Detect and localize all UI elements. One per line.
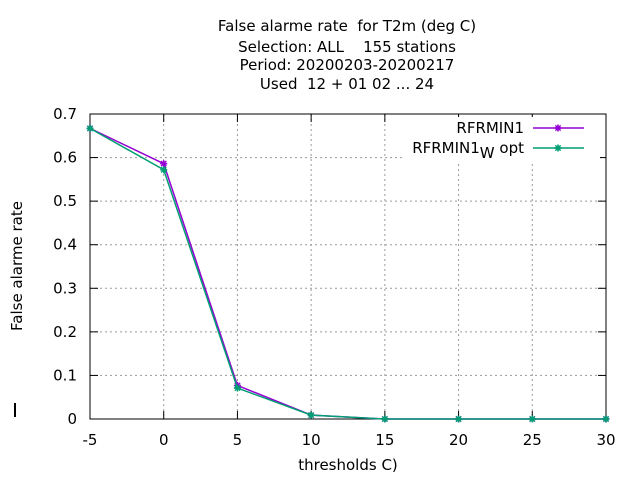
y-tick-label: 0.4: [53, 236, 77, 254]
title-line-4: Used 12 + 01 02 ... 24: [259, 75, 435, 93]
data-point-series-2: [160, 166, 167, 173]
y-tick-label: 0.2: [53, 323, 77, 341]
y-tick-label: 0: [67, 410, 77, 428]
y-tick-label: 0.6: [53, 149, 77, 167]
plot-border: [89, 113, 607, 420]
legend-marker-2: [554, 144, 562, 152]
data-point-series-2: [455, 415, 462, 423]
x-tick-label: 20: [449, 431, 468, 449]
data-point-series-2: [529, 415, 536, 423]
legend-background: [404, 117, 600, 161]
data-point-series-2: [381, 415, 388, 423]
y-tick-label: 0.5: [53, 192, 77, 210]
data-point-series-2: [308, 411, 315, 419]
x-tick-label: 10: [302, 431, 321, 449]
x-tick-label: -5: [83, 431, 98, 449]
data-point-series-1: [160, 160, 167, 167]
series-line-1: [89, 127, 606, 420]
x-tick-label: 5: [233, 431, 243, 449]
y-tick-label: 0.3: [53, 279, 77, 297]
title-line-3: Period: 20200203-20200217: [239, 56, 455, 74]
data-point-series-2: [602, 415, 610, 423]
x-tick-label: 25: [523, 431, 542, 449]
title-line-1: False alarme rate for T2m (deg C): [217, 17, 477, 35]
axis-marker: [14, 403, 16, 417]
x-axis-label: thresholds C): [298, 456, 398, 474]
legend-label-1: RFRMIN1: [456, 119, 524, 137]
data-point-series-2: [234, 384, 241, 392]
legend-label-2: RFRMIN1W opt: [412, 139, 524, 162]
x-tick-label: 0: [159, 431, 169, 449]
series-line-2: [89, 127, 606, 420]
title-line-2: Selection: ALL 155 stations: [238, 38, 456, 56]
x-tick-label: 30: [596, 431, 615, 449]
y-tick-label: 0.1: [53, 366, 77, 384]
legend-marker-1: [554, 124, 562, 132]
y-tick-label: 0.7: [53, 105, 77, 123]
x-tick-label: 15: [375, 431, 394, 449]
data-point-series-2: [86, 125, 94, 132]
